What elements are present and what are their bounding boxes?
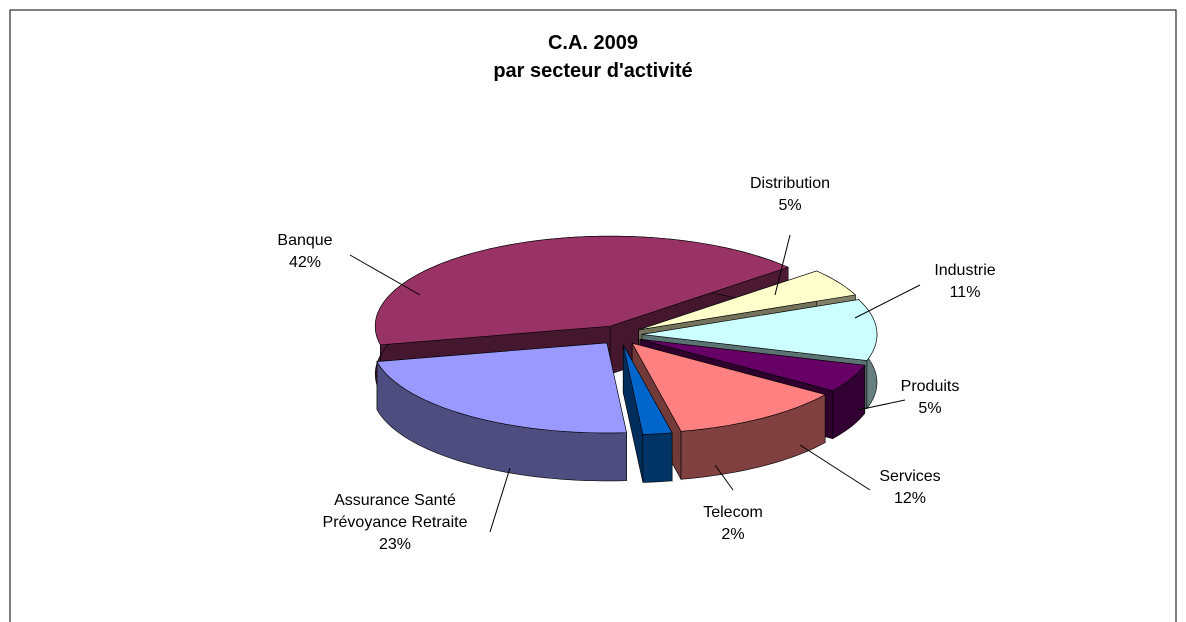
value-label: 5% (918, 400, 942, 417)
category-label: Services (879, 468, 941, 485)
leader-line (714, 464, 734, 491)
category-label: Banque (277, 232, 333, 249)
leader-line (349, 254, 421, 296)
chart-subtitle: par secteur d'activité (493, 60, 693, 82)
slice-label: Services 12% (879, 466, 940, 510)
leader-line (489, 467, 511, 533)
slice-label: Produits 5% (901, 376, 960, 420)
slice (638, 270, 857, 331)
slice-label: Banque 42% (277, 230, 332, 274)
leader-line (799, 444, 871, 491)
chart-frame (9, 9, 1177, 622)
category-label: Industrie (934, 262, 996, 279)
value-label: 12% (893, 490, 927, 507)
chart-title: C.A. 2009 (547, 32, 639, 54)
leader-line (854, 284, 921, 319)
category-label: Assurance Santé Prévoyance Retraite (322, 492, 468, 531)
value-label: 2% (721, 526, 745, 543)
slice (622, 344, 673, 435)
slice (641, 299, 878, 361)
slice-label: Telecom 2% (703, 502, 763, 546)
leader-line (857, 399, 906, 411)
slice-side (642, 432, 673, 483)
slice (639, 339, 866, 391)
category-label: Produits (900, 378, 960, 395)
slice-label: Industrie 11% (934, 260, 995, 304)
leader-line (774, 234, 791, 296)
slice (374, 235, 789, 346)
category-label: Telecom (703, 504, 763, 521)
category-label: Distribution (749, 175, 831, 192)
value-label: 23% (378, 536, 412, 553)
value-label: 5% (778, 197, 802, 214)
value-label: 42% (288, 254, 322, 271)
slice-label: Distribution 5% (750, 173, 830, 217)
slice (376, 342, 627, 434)
slice-label: Assurance Santé Prévoyance Retraite 23% (295, 490, 495, 556)
value-label: 11% (949, 284, 981, 301)
slice (631, 342, 826, 432)
